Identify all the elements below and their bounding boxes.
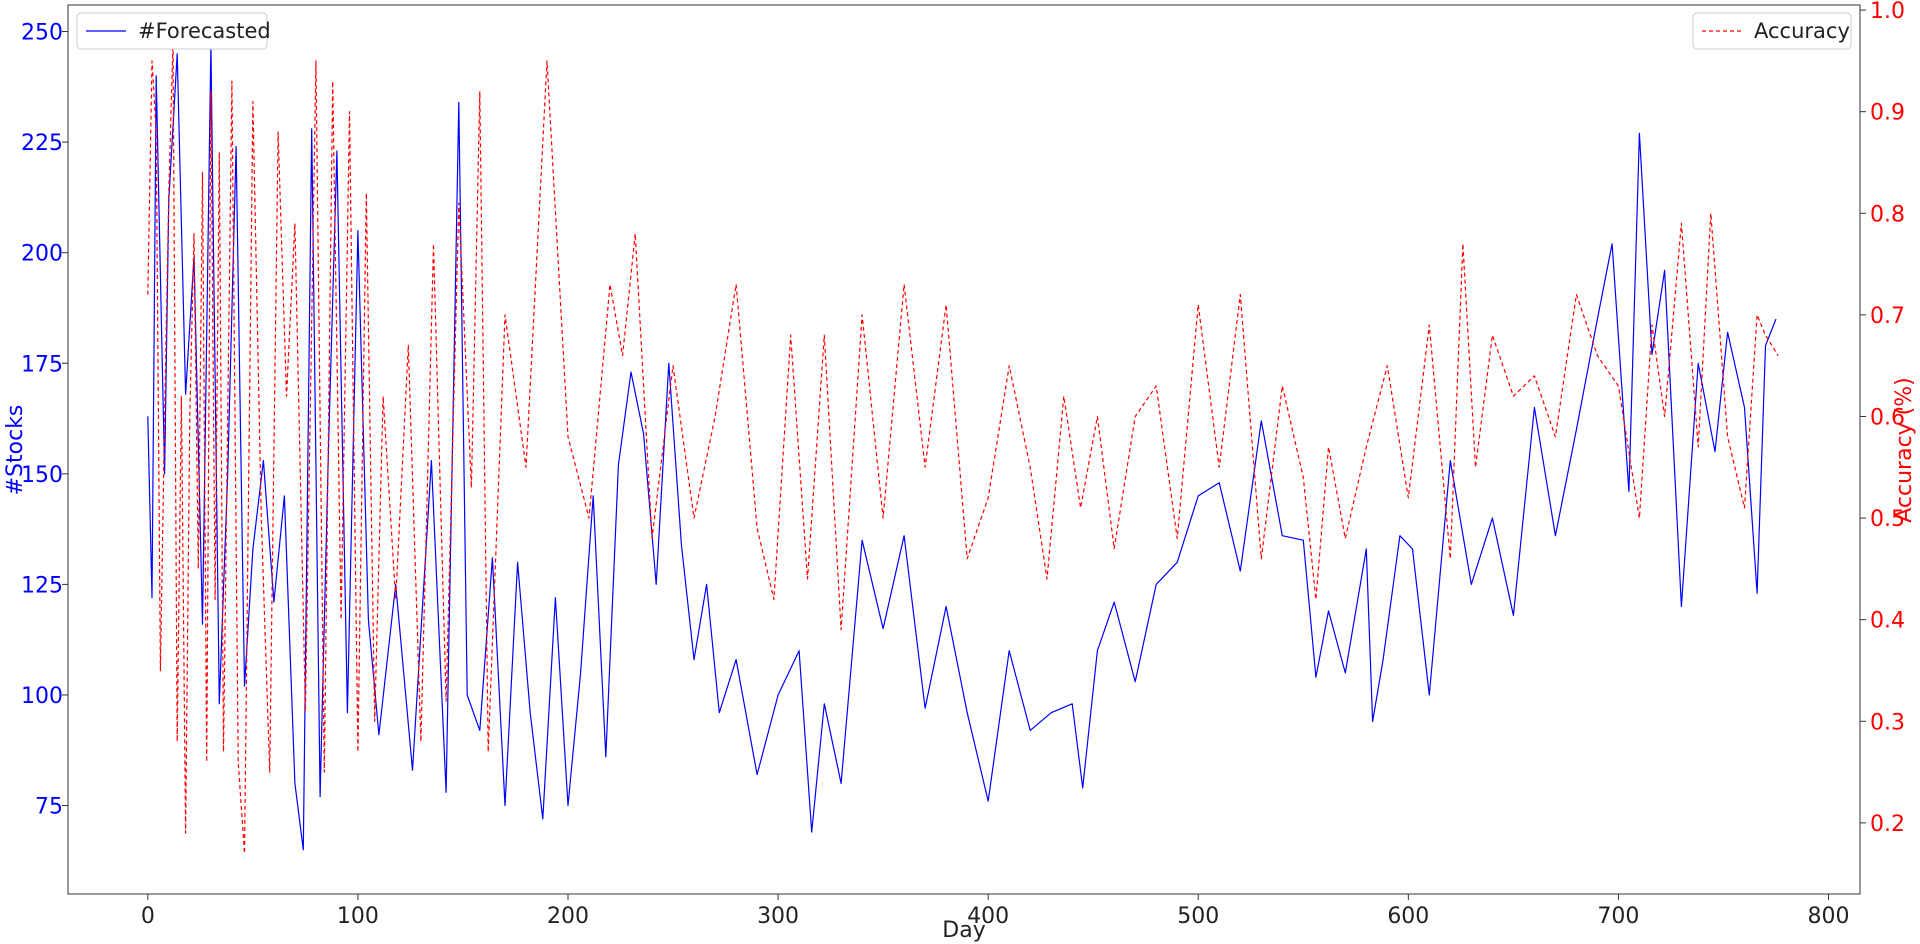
x-tick-label: 200 <box>547 904 589 929</box>
left-y-tick-label: 175 <box>21 352 63 377</box>
legend-accuracy-label: Accuracy <box>1754 19 1850 43</box>
forecasted-series-line <box>147 44 1777 851</box>
legend-forecasted-label: #Forecasted <box>138 19 271 43</box>
right-y-tick-label: 0.9 <box>1870 101 1905 126</box>
right-y-tick-label: 1.0 <box>1870 0 1905 24</box>
x-axis-title: Day <box>942 918 985 943</box>
right-y-tick-label: 0.3 <box>1870 710 1905 735</box>
legend-forecasted-box <box>76 12 268 50</box>
x-tick-label: 600 <box>1387 904 1429 929</box>
legend-accuracy[interactable]: Accuracy <box>1692 12 1852 50</box>
left-y-tick-label: 150 <box>21 463 63 488</box>
x-tick-label: 700 <box>1597 904 1639 929</box>
left-y-tick-label: 200 <box>21 242 63 267</box>
right-y-tick-label: 0.7 <box>1870 304 1905 329</box>
x-tick-label: 500 <box>1177 904 1219 929</box>
left-y-tick-label: 250 <box>21 21 63 46</box>
x-tick-label: 800 <box>1807 904 1849 929</box>
x-tick-label: 400 <box>967 904 1009 929</box>
right-axis-title: Accuracy (%) <box>1892 377 1917 523</box>
plot-frame <box>67 4 1861 895</box>
x-tick-label: 0 <box>141 904 155 929</box>
left-axis-title: #Stocks <box>3 405 28 496</box>
right-y-tick-label: 0.6 <box>1870 405 1905 430</box>
left-y-tick-label: 225 <box>21 131 63 156</box>
right-y-tick-label: 0.5 <box>1870 507 1905 532</box>
left-y-tick-label: 75 <box>35 795 63 820</box>
right-y-tick-label: 0.8 <box>1870 202 1905 227</box>
right-y-tick-label: 0.2 <box>1870 812 1905 837</box>
right-y-tick-label: 0.4 <box>1870 609 1905 634</box>
legend-forecasted[interactable]: #Forecasted <box>76 12 271 50</box>
left-y-tick-label: 100 <box>21 684 63 709</box>
legend-accuracy-box <box>1692 12 1852 50</box>
x-tick-label: 100 <box>337 904 379 929</box>
x-tick-label: 300 <box>757 904 799 929</box>
left-y-tick-label: 125 <box>21 573 63 598</box>
